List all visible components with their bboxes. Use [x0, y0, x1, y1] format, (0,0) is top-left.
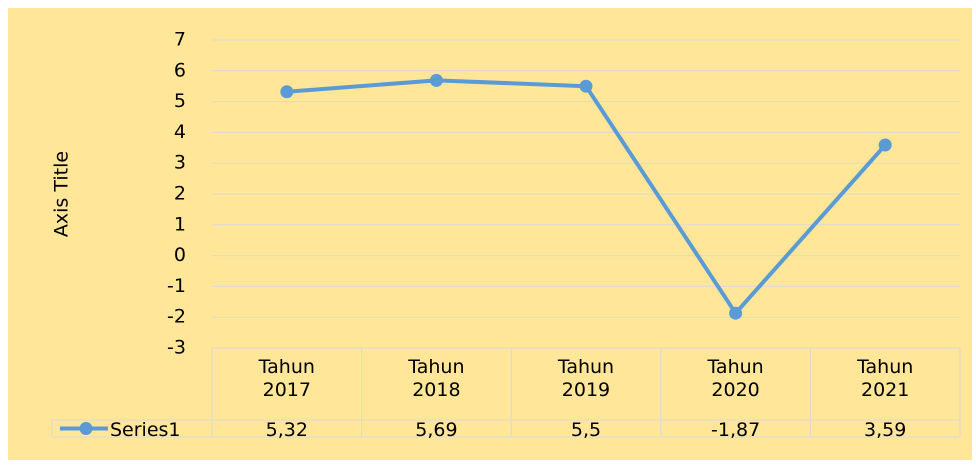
- y-tick-label: 0: [174, 244, 186, 266]
- x-tick-label: Tahun 2018: [408, 356, 465, 401]
- legend-label: Series1: [110, 419, 181, 441]
- y-tick-label: -2: [167, 306, 186, 328]
- table-value: 3,59: [864, 419, 906, 441]
- legend-marker: [79, 422, 93, 435]
- y-tick-label: 6: [174, 59, 186, 81]
- marker: [729, 306, 743, 320]
- y-tick-label: 1: [174, 213, 186, 235]
- x-tick-label: Tahun 2021: [857, 356, 914, 401]
- y-tick-label: 2: [174, 183, 186, 205]
- y-tick-label: 5: [174, 90, 186, 112]
- y-tick-label: -1: [167, 275, 186, 297]
- marker: [280, 85, 294, 99]
- y-tick-label: -3: [167, 337, 186, 359]
- x-tick-label: Tahun 2017: [258, 356, 315, 401]
- x-tick-label: Tahun 2020: [707, 356, 764, 401]
- y-tick-label: 3: [174, 152, 186, 174]
- chart-background: [8, 8, 972, 460]
- marker: [429, 73, 443, 87]
- y-tick-label: 4: [174, 121, 186, 143]
- table-value: 5,32: [266, 419, 308, 441]
- marker: [878, 138, 892, 152]
- table-value: 5,69: [415, 419, 457, 441]
- table-value: 5,5: [571, 419, 601, 441]
- x-tick-label: Tahun 2019: [557, 356, 615, 401]
- table-value: -1,87: [711, 419, 760, 441]
- marker: [579, 79, 593, 93]
- y-tick-label: 7: [174, 29, 186, 51]
- y-axis-title: Axis Title: [51, 151, 73, 237]
